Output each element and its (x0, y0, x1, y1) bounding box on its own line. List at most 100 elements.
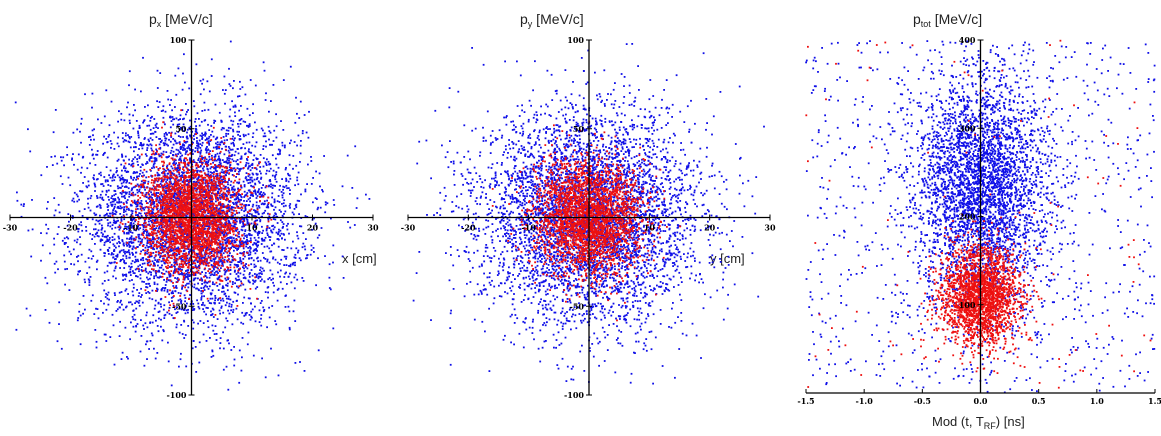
data-point (199, 159, 202, 162)
data-point (179, 118, 181, 120)
data-point (161, 218, 164, 220)
data-point (240, 260, 243, 263)
data-point (128, 301, 130, 304)
data-point (332, 261, 334, 264)
data-point (276, 238, 279, 240)
data-point (170, 237, 173, 240)
data-point (117, 120, 119, 123)
data-point (114, 199, 117, 201)
data-point (140, 241, 143, 244)
data-point (93, 128, 95, 131)
data-point (294, 257, 297, 259)
data-point (132, 172, 135, 175)
data-point (294, 204, 297, 207)
data-point (113, 206, 116, 208)
data-point (291, 223, 294, 226)
data-point (136, 267, 138, 270)
data-point (203, 310, 206, 313)
data-point (274, 258, 277, 261)
data-point (230, 155, 232, 157)
data-point (255, 215, 258, 218)
data-point (132, 253, 134, 256)
data-point (116, 142, 119, 145)
data-point (193, 309, 195, 311)
data-point (284, 204, 287, 207)
data-point (212, 329, 215, 332)
data-point (127, 187, 130, 190)
data-point (102, 233, 104, 236)
data-point (277, 232, 279, 235)
data-point (183, 337, 186, 339)
data-point (226, 269, 228, 272)
data-point (165, 156, 168, 158)
data-point (127, 101, 129, 104)
data-point (215, 165, 217, 168)
data-point (175, 312, 178, 314)
data-point (259, 269, 261, 271)
data-point (315, 225, 318, 227)
data-point (304, 190, 307, 193)
data-point (221, 262, 224, 265)
data-point (219, 312, 221, 315)
data-point (307, 163, 309, 166)
data-point (109, 336, 112, 338)
data-point (275, 231, 278, 234)
data-point (93, 178, 95, 181)
data-point (224, 89, 227, 91)
data-point (156, 87, 159, 89)
data-point (134, 268, 137, 271)
data-point (121, 137, 124, 140)
data-point (294, 320, 297, 322)
data-point (163, 249, 166, 252)
data-point (209, 140, 212, 142)
data-point (147, 104, 149, 107)
data-point (129, 338, 131, 341)
data-point (118, 200, 121, 203)
data-point (227, 209, 230, 211)
data-point (228, 179, 230, 181)
data-point (164, 240, 166, 243)
data-point (263, 203, 265, 206)
data-point (175, 258, 178, 260)
data-point (148, 348, 150, 350)
data-point (260, 215, 263, 218)
data-point (176, 254, 178, 256)
data-point (159, 138, 161, 140)
data-point (192, 159, 195, 161)
data-point (110, 146, 112, 149)
data-point (293, 141, 296, 143)
data-point (132, 272, 135, 274)
data-point (264, 186, 267, 189)
data-point (125, 251, 128, 254)
data-point (226, 162, 229, 165)
data-point (324, 255, 326, 257)
data-point (244, 205, 247, 207)
data-point (140, 180, 143, 183)
data-point (239, 259, 242, 261)
data-point (265, 172, 268, 175)
data-point (117, 201, 120, 204)
data-point (226, 289, 229, 292)
data-point (183, 171, 185, 174)
data-point (116, 253, 119, 256)
data-point (150, 169, 152, 172)
data-point (224, 246, 227, 249)
data-point (148, 124, 151, 127)
data-point (208, 129, 211, 131)
data-point (255, 274, 258, 277)
data-point (185, 365, 188, 368)
data-point (142, 164, 144, 166)
data-point (129, 231, 132, 233)
data-point (92, 157, 95, 160)
data-point (172, 252, 174, 255)
data-point (225, 145, 227, 148)
data-point (250, 263, 253, 266)
data-point (167, 168, 170, 171)
data-point (262, 306, 265, 309)
data-point (122, 181, 125, 184)
data-point (201, 110, 204, 112)
data-point (210, 196, 212, 198)
data-point (267, 218, 270, 221)
data-point (153, 262, 155, 264)
data-point (258, 193, 261, 195)
